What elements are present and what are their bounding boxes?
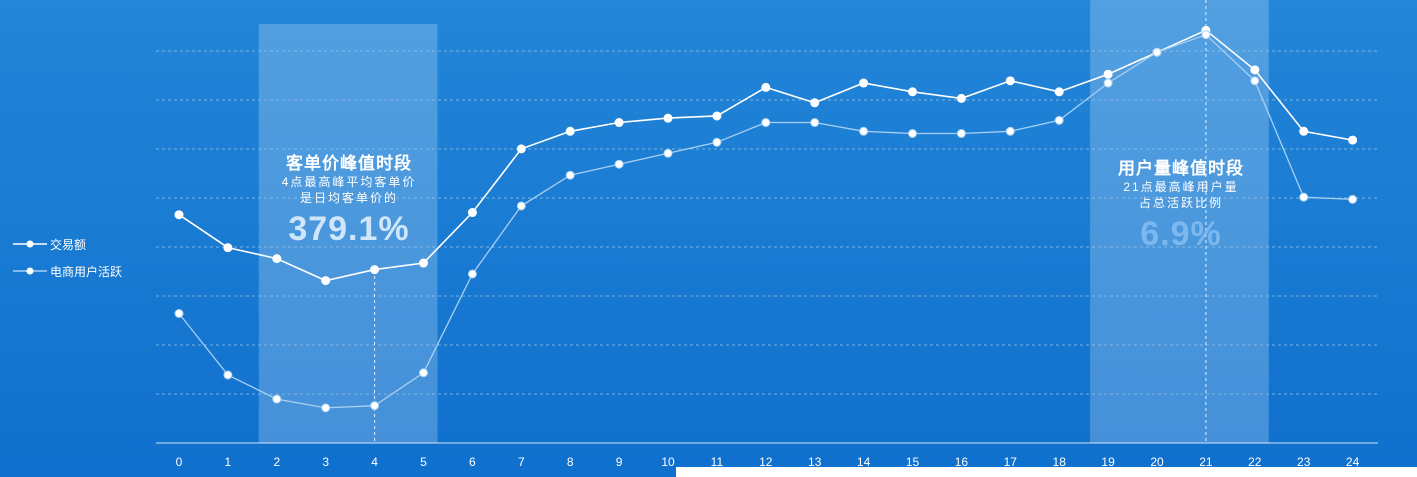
user-peak-title: 用户量峰值时段 (1118, 159, 1244, 178)
x-tick-label: 10 (661, 455, 675, 469)
data-point (614, 118, 624, 128)
price-peak-line-1: 4点最高峰平均客单价 (281, 175, 417, 189)
data-point (1054, 87, 1064, 97)
x-tick-label: 8 (567, 455, 574, 469)
x-tick-label: 13 (808, 455, 822, 469)
data-point (859, 78, 869, 88)
data-point (174, 210, 184, 220)
user-peak-line-1: 21点最高峰用户量 (1123, 180, 1239, 194)
data-point (419, 258, 428, 268)
x-tick-label: 23 (1297, 455, 1311, 469)
data-point (565, 126, 575, 136)
data-point (419, 368, 428, 378)
data-point (1201, 30, 1211, 40)
highlight-band (1090, 0, 1269, 443)
x-tick-label: 7 (518, 455, 525, 469)
x-tick-label: 1 (225, 455, 232, 469)
data-point (614, 159, 624, 169)
x-tick-label: 17 (1004, 455, 1018, 469)
user-peak-value: 6.9% (1140, 215, 1222, 253)
data-point (712, 137, 722, 147)
data-point (1005, 76, 1015, 86)
data-point (663, 148, 673, 158)
data-point (516, 144, 526, 154)
x-tick-label: 18 (1053, 455, 1067, 469)
data-point (223, 370, 233, 380)
data-point (467, 269, 477, 279)
x-tick-label: 0 (176, 455, 183, 469)
legend-item-series-2[interactable]: 电商用户活跃 (13, 263, 122, 279)
user-peak-line-2: 占总活跃比例 (1138, 196, 1223, 210)
x-tick-label: 12 (759, 455, 773, 469)
x-tick-label: 24 (1346, 455, 1360, 469)
data-point (565, 170, 575, 180)
data-point (810, 118, 820, 128)
x-tick-label: 14 (857, 455, 871, 469)
user-peak-annotation: 用户量峰值时段 21点最高峰用户量 占总活跃比例 6.9% (1089, 159, 1273, 255)
x-tick-label: 6 (469, 455, 476, 469)
data-point (174, 308, 184, 318)
data-point (516, 201, 526, 211)
data-point (321, 403, 331, 413)
data-point (223, 243, 233, 253)
x-tick-label: 19 (1101, 455, 1115, 469)
data-point (467, 208, 477, 218)
x-tick-label: 9 (616, 455, 623, 469)
data-point (370, 401, 380, 411)
legend-label-series-2: 电商用户活跃 (50, 264, 123, 279)
data-point (1299, 192, 1309, 202)
data-point (956, 93, 966, 103)
data-point (272, 394, 282, 404)
data-point (1103, 78, 1113, 88)
data-point (1152, 47, 1162, 57)
legend-item-series-1[interactable]: 交易额 (13, 236, 86, 252)
data-point (956, 129, 966, 139)
x-tick-label: 22 (1248, 455, 1262, 469)
x-tick-label: 15 (906, 455, 920, 469)
x-tick-label: 20 (1150, 455, 1164, 469)
highlight-band (258, 24, 438, 443)
x-tick-label: 11 (711, 455, 724, 469)
data-point (1348, 194, 1358, 204)
data-point (321, 276, 331, 286)
data-point (272, 254, 282, 264)
data-point (1103, 69, 1113, 79)
data-point (370, 265, 380, 275)
data-point (1250, 65, 1260, 75)
legend-line-marker-icon (13, 240, 47, 248)
x-tick-label: 3 (322, 455, 329, 469)
data-point (663, 113, 673, 123)
chart-background-bottom-strip (0, 467, 676, 477)
legend-label-series-1: 交易额 (50, 237, 87, 252)
chart-background (0, 0, 1417, 467)
data-point (712, 111, 722, 121)
x-tick-label: 5 (420, 455, 427, 469)
x-tick-label: 2 (273, 455, 280, 469)
x-tick-label: 4 (371, 455, 378, 469)
data-point (1299, 126, 1309, 136)
price-peak-annotation: 客单价峰值时段 4点最高峰平均客单价 是日均客单价的 379.1% (259, 154, 439, 250)
data-point (1250, 76, 1260, 86)
data-point (810, 98, 820, 108)
price-peak-value: 379.1% (288, 210, 410, 248)
data-point (761, 118, 771, 128)
data-point (908, 87, 917, 97)
legend-line-marker-icon (13, 267, 47, 275)
x-tick-label: 21 (1199, 455, 1213, 469)
data-point (1005, 126, 1015, 136)
data-point (761, 82, 771, 92)
x-tick-label: 16 (955, 455, 969, 469)
price-peak-title: 客单价峰值时段 (286, 154, 412, 173)
data-point (908, 129, 917, 139)
data-point (859, 126, 869, 136)
data-point (1054, 115, 1064, 125)
data-point (1348, 135, 1358, 145)
price-peak-line-2: 是日均客单价的 (299, 191, 398, 205)
